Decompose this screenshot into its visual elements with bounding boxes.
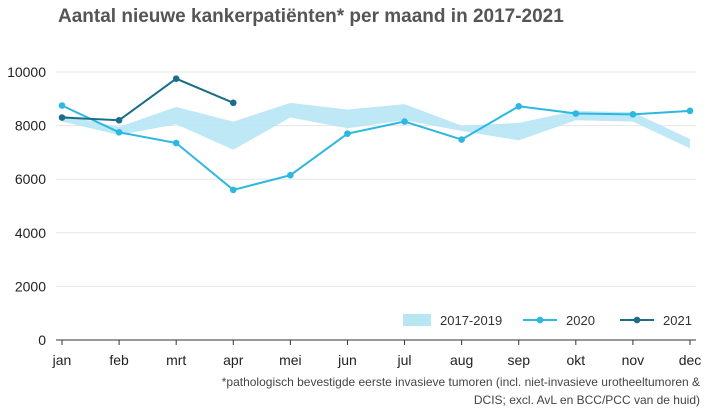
band-2017-2019 [62,102,690,150]
x-tick-label-feb: feb [109,352,129,368]
x-tick-label-aug: aug [450,352,473,368]
point-2021-feb [115,116,123,124]
point-2020-apr [229,186,237,194]
x-tick-label-nov: nov [622,352,645,368]
x-tick-label-jan: jan [52,352,72,368]
y-tick-label-2000: 2000 [15,278,46,294]
x-tick-label-apr: apr [223,352,244,368]
point-2021-mrt [172,75,180,82]
legend-label-2020: 2020 [566,313,595,328]
point-2020-sep [515,103,523,110]
footnote-line-2: DCIS; excl. AvL en BCC/PCC van de huid) [473,393,700,407]
x-tick-label-jun: jun [337,352,357,368]
point-2021-apr [229,99,237,107]
x-tick-label-okt: okt [566,352,585,368]
point-2020-jun [344,130,351,137]
x-tick-label-mrt: mrt [166,352,186,368]
x-tick-label-mei: mei [279,352,302,368]
series-line-2021 [61,77,234,122]
point-2020-feb [115,129,123,136]
point-2020-okt [572,110,580,117]
legend-label-2021: 2021 [663,313,692,328]
point-2020-mei [287,171,294,179]
legend-marker-2021 [633,316,641,324]
chart-title: Aantal nieuwe kankerpatiënten* per maand… [58,6,564,27]
y-tick-label-6000: 6000 [15,171,46,187]
series-line-2020 [61,104,691,192]
point-2020-dec [686,107,694,115]
y-tick-label-8000: 8000 [15,118,46,134]
y-tick-label-10000: 10000 [7,64,46,80]
footnote-line-1: *pathologisch bevestigde eerste invasiev… [221,375,700,389]
y-tick-label-4000: 4000 [15,225,46,241]
y-tick-label-0: 0 [38,332,46,348]
legend-marker-2020 [536,316,544,324]
point-2020-mrt [172,139,180,147]
x-tick-label-jul: jul [397,352,412,368]
point-2021-jan [58,114,66,121]
x-tick-label-sep: sep [507,352,530,368]
legend-swatch-2017-2019 [403,314,431,326]
x-tick-label-dec: dec [679,352,702,368]
footnote: *pathologisch bevestigde eerste invasiev… [180,373,700,409]
point-2020-jul [401,118,408,125]
point-2020-jan [58,102,66,109]
point-2020-nov [629,111,637,118]
legend-label-2017-2019: 2017-2019 [440,313,502,328]
point-2020-aug [458,136,465,143]
